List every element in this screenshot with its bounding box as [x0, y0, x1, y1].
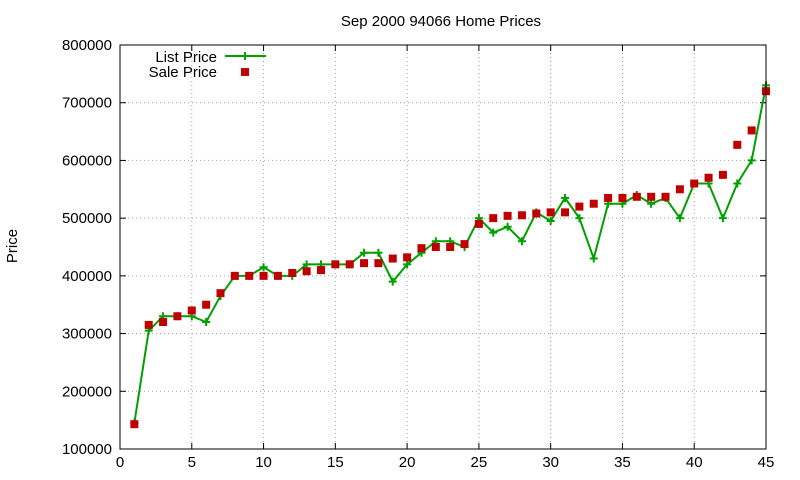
- legend-marker-sale-price: [241, 68, 249, 76]
- sale-price-point: [561, 208, 570, 217]
- x-tick-label: 15: [327, 454, 344, 471]
- sale-price-point: [187, 306, 196, 315]
- list-price-point: [546, 217, 555, 226]
- sale-price-point: [460, 240, 469, 249]
- sale-price-point: [417, 244, 426, 253]
- sale-price-point: [474, 219, 483, 228]
- sale-price-point: [388, 254, 397, 263]
- list-price-point: [360, 248, 369, 257]
- sale-price-point: [144, 320, 153, 329]
- chart-title: Sep 2000 94066 Home Prices: [341, 13, 541, 30]
- axis-ticks: 0 5 10 15 20 25 30 35 40 45 100000 200000 300000 4000…: [62, 37, 774, 471]
- sale-price-point: [489, 214, 498, 223]
- sale-price-point: [245, 271, 254, 280]
- y-tick-label: 700000: [62, 95, 112, 112]
- sale-price-point: [202, 300, 211, 309]
- sale-price-point: [159, 318, 168, 327]
- x-tick-label: 25: [471, 454, 488, 471]
- sale-price-point: [589, 199, 598, 208]
- y-tick-label: 600000: [62, 152, 112, 169]
- y-tick-label: 400000: [62, 268, 112, 285]
- x-tick-label: 45: [758, 454, 775, 471]
- list-price-point: [647, 199, 656, 208]
- sale-price-point: [604, 193, 613, 202]
- sale-price-point: [345, 260, 354, 269]
- sale-price-point: [431, 243, 440, 251]
- sale-price-point: [360, 259, 369, 268]
- sale-price-point: [130, 420, 139, 429]
- plot-series: [130, 81, 770, 429]
- sale-price-point: [230, 271, 239, 280]
- list-price-point: [718, 214, 727, 223]
- y-tick-label: 200000: [62, 383, 112, 400]
- sale-price-point: [661, 192, 670, 201]
- sale-price-point: [618, 193, 627, 202]
- x-tick-label: 35: [614, 454, 631, 471]
- sale-price-point: [647, 192, 656, 201]
- list-price-point: [675, 214, 684, 223]
- y-axis-label: Price: [4, 229, 21, 263]
- sale-price-point: [532, 209, 541, 218]
- sale-price-point: [316, 266, 325, 275]
- list-price-point: [388, 277, 397, 286]
- legend-label-list-price: List Price: [155, 49, 217, 66]
- list-price-point: [733, 179, 742, 188]
- sale-price-point: [216, 289, 225, 298]
- grid: [120, 45, 766, 449]
- sale-price-point: [704, 173, 713, 182]
- plot-border: [119, 44, 767, 450]
- list-price-point: [561, 193, 570, 202]
- sale-price-point: [331, 260, 340, 269]
- y-tick-label: 300000: [62, 326, 112, 343]
- x-tick-label: 0: [116, 454, 124, 471]
- y-tick-label: 100000: [62, 441, 112, 458]
- sale-price-point: [546, 208, 555, 217]
- sale-price-point: [374, 259, 383, 268]
- sale-price-point: [675, 185, 684, 194]
- list-price-point: [517, 237, 526, 246]
- x-tick-label: 5: [188, 454, 196, 471]
- legend-marker-list-price: [241, 52, 249, 60]
- sale-price-point: [503, 211, 512, 220]
- sale-price-point: [632, 192, 641, 201]
- sale-price-point: [690, 179, 699, 188]
- sale-price-point: [718, 170, 727, 179]
- list-price-point: [403, 260, 412, 269]
- sale-price-point: [575, 202, 584, 211]
- list-price-point: [575, 214, 584, 223]
- sale-price-point: [273, 271, 282, 280]
- y-tick-label: 800000: [62, 37, 112, 54]
- sale-price-point: [173, 312, 182, 321]
- list-price-point: [259, 263, 268, 272]
- sale-price-point: [302, 267, 311, 276]
- list-price-point: [302, 260, 311, 269]
- sale-price-point: [288, 268, 297, 277]
- list-price-point: [589, 254, 598, 263]
- series-sale-price: [130, 87, 770, 429]
- x-tick-label: 40: [686, 454, 703, 471]
- y-tick-label: 500000: [62, 210, 112, 227]
- x-tick-label: 20: [399, 454, 416, 471]
- sale-price-point: [403, 253, 412, 262]
- list-price-point: [503, 222, 512, 231]
- x-tick-label: 10: [255, 454, 272, 471]
- list-price-point: [374, 248, 383, 257]
- sale-price-point: [446, 243, 455, 251]
- sale-price-point: [747, 126, 756, 135]
- legend: List Price Sale Price: [149, 49, 266, 81]
- sale-price-point: [517, 211, 526, 220]
- x-tick-label: 30: [542, 454, 559, 471]
- sale-price-point: [259, 271, 268, 280]
- sale-price-point: [733, 140, 742, 149]
- list-price-point: [202, 318, 211, 327]
- list-price-point: [489, 228, 498, 237]
- list-price-point: [747, 156, 756, 165]
- legend-label-sale-price: Sale Price: [149, 64, 217, 81]
